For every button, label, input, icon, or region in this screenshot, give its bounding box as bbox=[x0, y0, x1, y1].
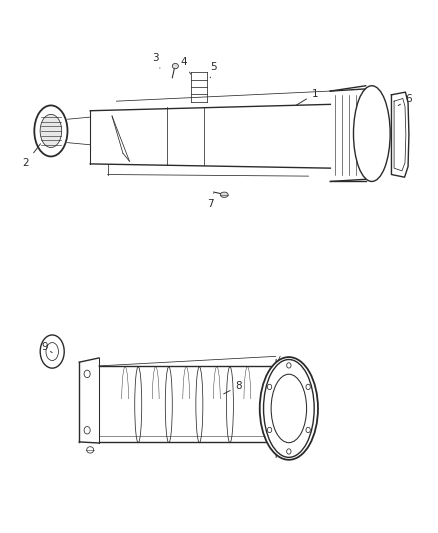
Text: 4: 4 bbox=[181, 57, 191, 74]
Ellipse shape bbox=[46, 343, 58, 360]
Ellipse shape bbox=[84, 426, 90, 434]
Ellipse shape bbox=[306, 384, 311, 390]
Ellipse shape bbox=[267, 384, 272, 390]
Ellipse shape bbox=[287, 363, 291, 368]
Ellipse shape bbox=[260, 357, 318, 460]
Text: 2: 2 bbox=[23, 144, 40, 168]
Ellipse shape bbox=[220, 192, 228, 197]
Text: 1: 1 bbox=[296, 88, 318, 106]
Text: 5: 5 bbox=[210, 62, 217, 78]
Ellipse shape bbox=[84, 370, 90, 377]
Ellipse shape bbox=[264, 360, 314, 457]
Text: 8: 8 bbox=[224, 381, 242, 394]
Ellipse shape bbox=[267, 427, 272, 433]
Ellipse shape bbox=[172, 63, 178, 69]
Ellipse shape bbox=[40, 115, 62, 148]
Ellipse shape bbox=[87, 447, 94, 453]
Ellipse shape bbox=[353, 86, 390, 181]
Text: 6: 6 bbox=[398, 94, 412, 106]
Text: 9: 9 bbox=[41, 342, 52, 353]
Ellipse shape bbox=[271, 374, 307, 443]
Text: 3: 3 bbox=[152, 53, 160, 68]
Ellipse shape bbox=[34, 106, 67, 157]
Ellipse shape bbox=[287, 449, 291, 454]
Ellipse shape bbox=[40, 335, 64, 368]
Text: 7: 7 bbox=[207, 193, 214, 209]
Ellipse shape bbox=[306, 427, 311, 433]
